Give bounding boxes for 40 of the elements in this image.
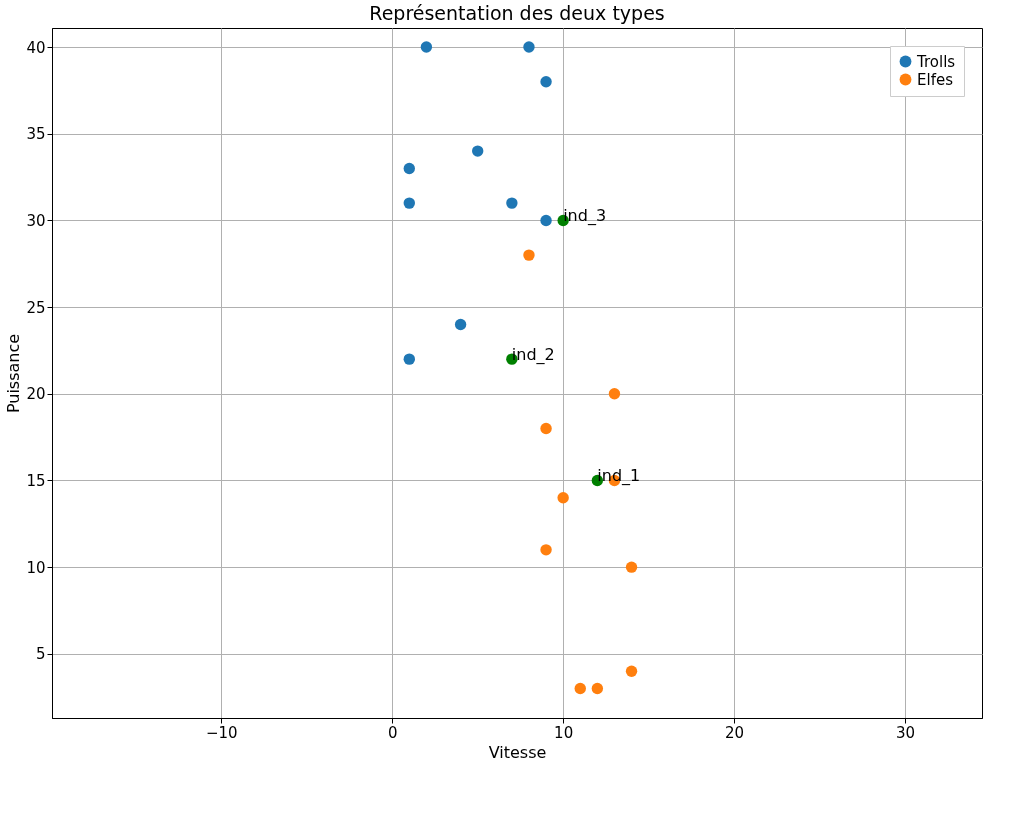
annotation: ind_1 — [597, 466, 641, 487]
point — [403, 162, 415, 175]
point — [420, 41, 433, 53]
y-axis-title: Puissance — [4, 333, 24, 414]
annotation: ind_3 — [563, 206, 607, 227]
point — [540, 76, 552, 88]
point — [540, 214, 552, 227]
point — [557, 492, 569, 504]
annotation: ind_2 — [511, 345, 555, 366]
x-tick-label: 30 — [896, 723, 916, 742]
point — [540, 422, 552, 435]
point — [625, 665, 638, 677]
y-tick-label: 35 — [26, 125, 46, 144]
point — [625, 561, 638, 573]
y-tick-label: 30 — [26, 211, 46, 230]
point — [608, 388, 621, 400]
y-tick-label: 20 — [26, 385, 46, 404]
x-tick-label: 20 — [725, 723, 745, 742]
x-tick-label: −10 — [205, 723, 238, 742]
point — [574, 682, 586, 695]
y-tick-label: 40 — [26, 38, 46, 57]
chart-title: Représentation des deux types — [369, 2, 665, 24]
legend-label: Trolls — [916, 52, 956, 71]
y-tick-label: 10 — [26, 558, 46, 577]
point — [540, 544, 552, 556]
y-tick-label: 5 — [35, 645, 46, 664]
point — [403, 197, 415, 209]
point — [523, 41, 535, 53]
point — [591, 682, 604, 695]
x-tick-label: 0 — [387, 723, 398, 742]
point — [403, 353, 415, 365]
point — [454, 318, 467, 331]
legend-label: Elfes — [917, 70, 954, 89]
point — [471, 145, 484, 157]
point — [523, 249, 535, 261]
y-tick-label: 25 — [26, 298, 46, 317]
point — [506, 197, 518, 209]
y-tick-label: 15 — [26, 471, 46, 490]
x-axis-title: Vitesse — [488, 742, 547, 762]
x-tick-label: 10 — [554, 723, 574, 742]
